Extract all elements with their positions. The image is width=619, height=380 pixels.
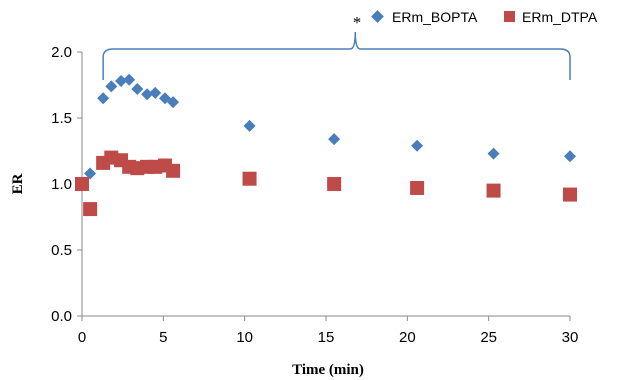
y-axis-title: ER [10,173,26,194]
data-point-bopta [487,147,500,160]
y-axis: 0.0 0.5 1.0 1.5 2.0 [51,44,83,325]
legend-item-dtpa: ERm_DTPA [504,9,598,25]
legend-label-bopta: ERm_BOPTA [392,9,478,25]
x-tick-label: 30 [562,329,579,346]
data-point-dtpa [166,163,181,178]
data-point-bopta [123,73,136,86]
y-tick-label: 2.0 [51,44,72,61]
data-point-dtpa [563,187,577,202]
x-tick-label: 25 [480,329,497,346]
legend-label-dtpa: ERm_DTPA [522,9,598,25]
x-tick-label: 5 [159,329,167,346]
data-point-dtpa [242,171,257,186]
data-point-bopta [84,167,97,180]
x-tick-label: 20 [399,329,416,346]
data-point-bopta [131,82,144,95]
legend: ERm_BOPTA ERm_DTPA [371,9,598,25]
data-point-bopta [115,75,128,88]
data-point-bopta [149,86,162,99]
data-point-bopta [141,88,154,101]
legend-item-bopta: ERm_BOPTA [371,9,478,25]
data-point-dtpa [75,177,89,191]
significance-brace: * [102,13,571,80]
data-point-bopta [243,119,256,132]
x-tick-label: 10 [236,329,253,346]
data-point-bopta [158,92,171,105]
legend-marker-bopta [371,10,384,23]
significance-asterisk: * [353,13,362,32]
data-point-bopta [328,133,341,146]
x-tick-label: 0 [78,329,86,346]
data-point-bopta [105,80,118,93]
data-point-dtpa [410,180,425,195]
y-tick-label: 0.0 [51,308,72,325]
data-point-dtpa [486,183,501,198]
y-tick-label: 0.5 [51,242,72,259]
data-point-bopta [167,96,180,109]
series-ERm_DTPA [75,150,577,217]
y-tick-label: 1.0 [51,176,72,193]
x-tick-label: 15 [318,329,335,346]
data-point-bopta [564,150,576,163]
series-ERm_BOPTA [84,73,576,180]
legend-marker-dtpa [504,11,515,22]
y-tick-label: 1.5 [51,110,72,127]
data-point-dtpa [327,177,342,191]
data-point-bopta [411,139,424,152]
x-axis: 0 5 10 15 20 25 30 [78,315,579,346]
x-axis-title: Time (min) [292,362,364,378]
data-point-bopta [97,92,110,105]
data-point-dtpa [83,202,98,217]
